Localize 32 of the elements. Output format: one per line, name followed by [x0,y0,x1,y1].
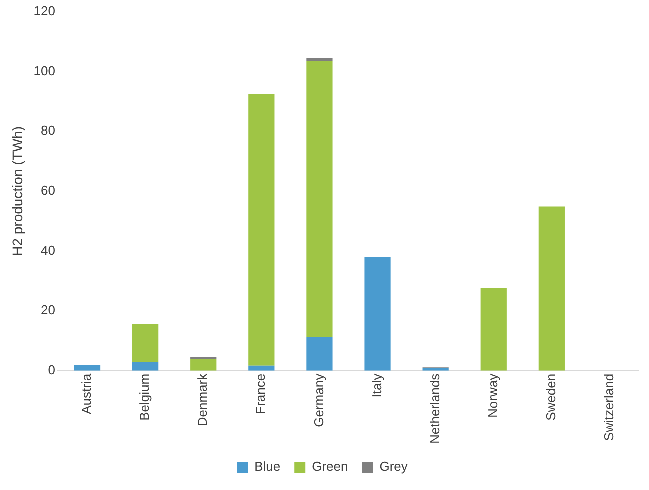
bar [306,58,333,62]
legend-label: Blue [254,459,281,474]
x-tick-label: Denmark [195,373,210,427]
x-tick-label: Sweden [544,374,558,421]
x-tick-label: Belgium [137,374,152,421]
bar [132,362,159,371]
y-tick-label: 60 [41,183,56,198]
bar [480,288,507,371]
y-tick-label: 120 [34,4,56,19]
bar [132,324,159,363]
y-tick-label: 40 [41,242,56,258]
legend-label: Grey [380,459,408,474]
x-tick-label: Switzerland [602,374,617,442]
bar [364,257,391,371]
x-tick-label: Austria [79,373,94,414]
x-tick-label: Norway [485,373,500,418]
bar [306,61,333,338]
y-axis-title: H2 production (TWh) [9,126,26,256]
x-tick-label: Italy [369,373,384,398]
bar [306,337,333,371]
bar [248,94,275,366]
x-tick-label: Netherlands [427,373,442,444]
x-tick-label: Germany [311,373,326,428]
y-tick-label: 100 [34,63,56,78]
y-tick-label: 0 [48,362,56,378]
bar [74,366,101,371]
x-tick-label: France [253,374,268,414]
bar [190,358,217,371]
y-tick-label: 20 [41,302,56,318]
y-tick-label: 80 [41,123,56,138]
bar [538,206,565,371]
legend-label: Green [312,459,348,474]
